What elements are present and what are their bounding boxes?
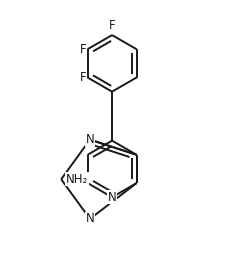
- Text: F: F: [79, 43, 86, 56]
- Text: F: F: [79, 71, 86, 84]
- Text: N: N: [86, 212, 94, 226]
- Text: NH₂: NH₂: [66, 173, 88, 186]
- Text: N: N: [108, 191, 116, 204]
- Text: N: N: [86, 133, 94, 146]
- Text: F: F: [109, 19, 115, 32]
